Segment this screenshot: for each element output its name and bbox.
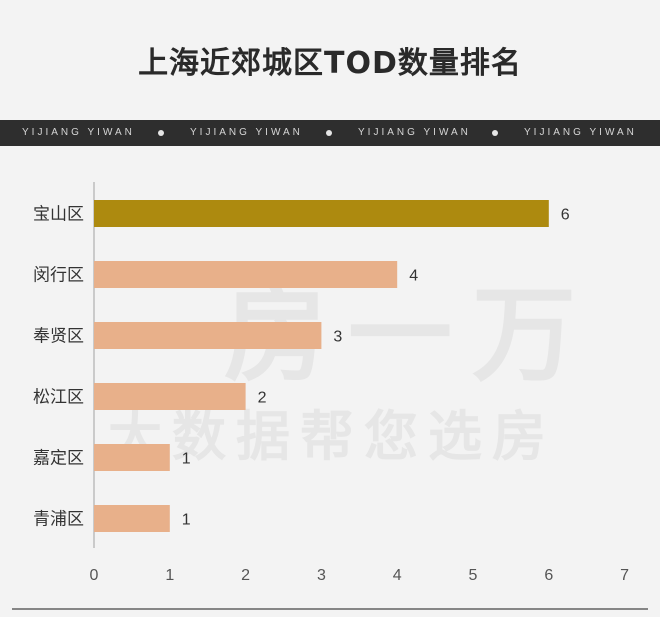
chart-title: 上海近郊城区TOD数量排名 [138,46,522,81]
bar-1 [94,200,549,227]
bar-5 [94,444,170,471]
data-label: 6 [561,207,570,224]
category-label: 青浦区 [33,510,84,530]
x-tick-label: 6 [544,567,553,584]
banner-text: YIJIANG YIWAN [358,127,471,138]
x-tick-label: 3 [317,567,326,584]
bar-3 [94,322,322,349]
banner-dot [326,130,332,136]
x-tick-label: 1 [165,567,174,584]
banner-dot [158,130,164,136]
banner-dot [492,130,498,136]
x-tick-label: 5 [469,567,478,584]
x-tick-label: 4 [393,567,402,584]
watermark-slogan: 大数据帮您选房 [108,405,556,468]
x-tick-label: 7 [620,567,629,584]
banner-strip: YIJIANG YIWAN YIJIANG YIWAN YIJIANG YIWA… [0,120,660,146]
x-tick-label: 2 [241,567,250,584]
bar-6 [94,505,170,532]
bar-4 [94,383,246,410]
data-label: 3 [333,329,342,346]
x-tick-label: 0 [90,567,99,584]
data-label: 4 [409,268,418,285]
category-label: 嘉定区 [33,449,84,469]
banner-text: YIJIANG YIWAN [524,127,637,138]
data-label: 1 [182,451,191,468]
category-label: 奉贤区 [33,327,84,347]
data-label: 1 [182,512,191,529]
banner-text: YIJIANG YIWAN [190,127,303,138]
bar-2 [94,261,398,288]
category-label: 宝山区 [33,205,84,225]
banner-text: YIJIANG YIWAN [22,127,135,138]
data-label: 2 [258,390,267,407]
category-label: 松江区 [33,388,84,408]
category-label: 闵行区 [33,266,84,286]
